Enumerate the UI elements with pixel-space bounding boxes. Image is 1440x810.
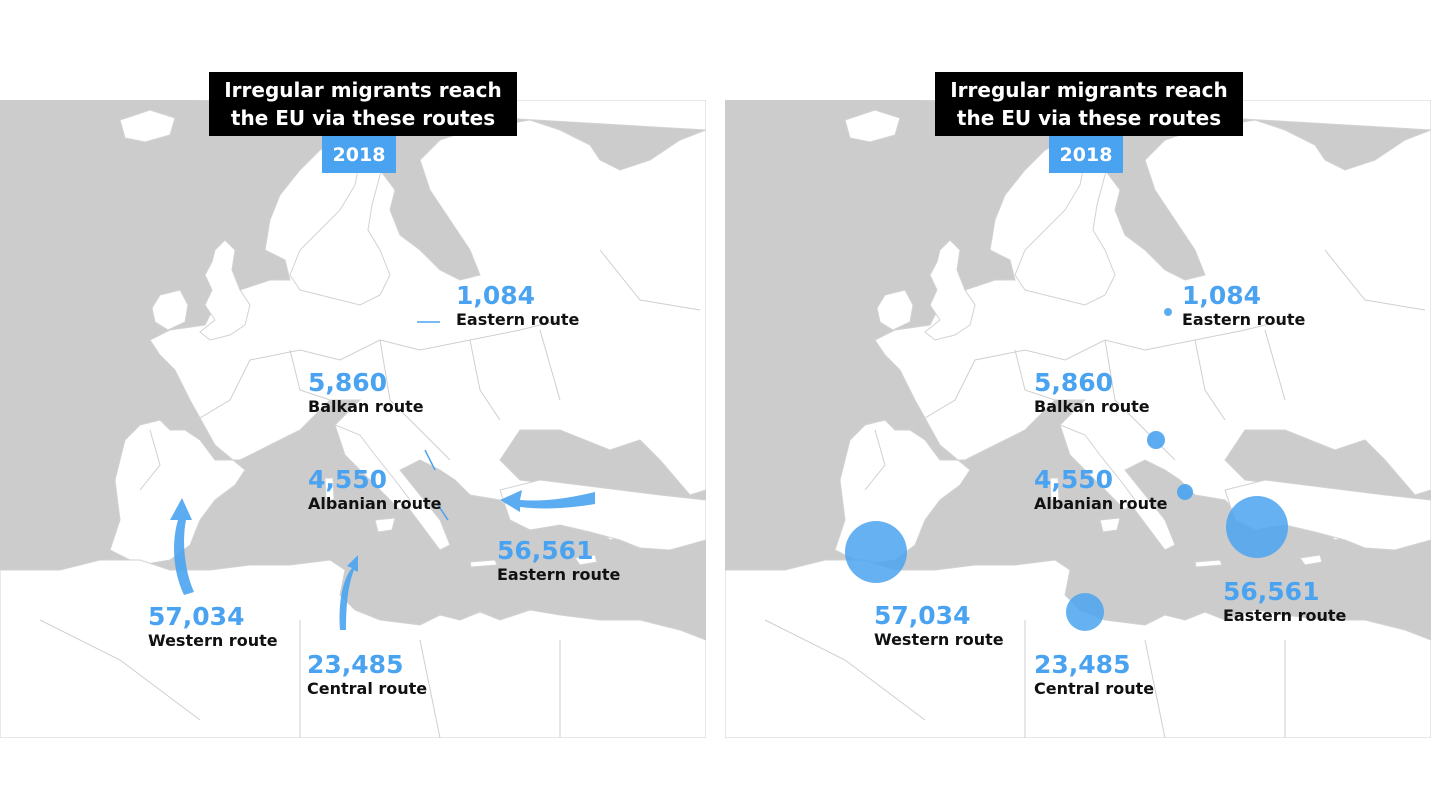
italy bbox=[334, 424, 411, 511]
route-bubbles bbox=[845, 308, 1288, 631]
sicily bbox=[1099, 517, 1121, 533]
route-name: Central route bbox=[307, 679, 428, 698]
year-badge-left: 2018 bbox=[322, 136, 396, 173]
bubble-eastern-route bbox=[1226, 496, 1288, 558]
route-label-eastern-small: 1,084 Eastern route bbox=[1182, 282, 1305, 330]
crete bbox=[469, 559, 498, 568]
title-box-left: Irregular migrants reach the EU via thes… bbox=[209, 72, 517, 136]
map-panel-bubbles bbox=[725, 100, 1431, 738]
central-route-arrow bbox=[339, 555, 358, 630]
route-value: 56,561 bbox=[1223, 577, 1320, 606]
great-britain bbox=[199, 239, 251, 341]
scandinavia bbox=[1014, 129, 1116, 306]
iceland bbox=[119, 109, 176, 143]
route-value: 23,485 bbox=[1034, 650, 1131, 679]
route-label-western: 57,034 Western route bbox=[148, 603, 278, 651]
route-value: 1,084 bbox=[1182, 281, 1262, 310]
title-box-right: Irregular migrants reach the EU via thes… bbox=[935, 72, 1243, 136]
route-name: Western route bbox=[148, 631, 278, 650]
iceland bbox=[844, 109, 901, 143]
balkan-route-arrow bbox=[424, 449, 436, 471]
route-name: Albanian route bbox=[308, 494, 442, 513]
europe-map bbox=[0, 100, 706, 738]
north-africa bbox=[725, 559, 1431, 738]
map-panel-arrows bbox=[0, 100, 706, 738]
route-name: Albanian route bbox=[1034, 494, 1168, 513]
route-label-albanian: 4,550 Albanian route bbox=[1034, 466, 1168, 514]
route-value: 57,034 bbox=[874, 601, 971, 630]
route-value: 23,485 bbox=[307, 650, 404, 679]
route-name: Eastern route bbox=[1223, 606, 1347, 625]
route-label-balkan: 5,860 Balkan route bbox=[308, 369, 424, 417]
country-borders bbox=[39, 249, 701, 738]
bubble-balkan-route bbox=[1147, 431, 1165, 449]
western-route-arrow bbox=[170, 498, 194, 595]
cyprus bbox=[1299, 554, 1323, 566]
europe-map bbox=[725, 100, 1431, 738]
bubble-central-route bbox=[1066, 593, 1104, 631]
route-value: 4,550 bbox=[308, 465, 388, 494]
route-label-balkan: 5,860 Balkan route bbox=[1034, 369, 1150, 417]
route-value: 56,561 bbox=[497, 536, 594, 565]
route-value: 57,034 bbox=[148, 602, 245, 631]
route-label-eastern: 56,561 Eastern route bbox=[497, 537, 620, 585]
route-name: Balkan route bbox=[1034, 397, 1150, 416]
bubble-western-route bbox=[845, 521, 907, 583]
year-badge-right: 2018 bbox=[1049, 136, 1123, 173]
route-name: Central route bbox=[1034, 679, 1155, 698]
great-britain bbox=[924, 239, 976, 341]
route-value: 5,860 bbox=[308, 368, 388, 397]
anatolia bbox=[499, 479, 706, 551]
eastern-route-arrow bbox=[500, 490, 595, 512]
ireland bbox=[876, 289, 914, 331]
route-label-central: 23,485 Central route bbox=[307, 651, 427, 699]
bubble-eastern-route-small bbox=[1164, 308, 1172, 316]
sicily bbox=[374, 517, 396, 533]
route-value: 5,860 bbox=[1034, 368, 1114, 397]
route-value: 1,084 bbox=[456, 281, 536, 310]
route-name: Balkan route bbox=[308, 397, 424, 416]
route-name: Eastern route bbox=[497, 565, 621, 584]
sardinia bbox=[324, 477, 335, 501]
route-label-western: 57,034 Western route bbox=[874, 602, 1004, 650]
route-name: Eastern route bbox=[1182, 310, 1306, 329]
cyprus bbox=[574, 554, 598, 566]
route-label-eastern: 56,561 Eastern route bbox=[1223, 578, 1346, 626]
route-name: Eastern route bbox=[456, 310, 580, 329]
route-label-albanian: 4,550 Albanian route bbox=[308, 466, 442, 514]
route-label-eastern-small: 1,084 Eastern route bbox=[456, 282, 579, 330]
route-value: 4,550 bbox=[1034, 465, 1114, 494]
bubble-albanian-route bbox=[1177, 484, 1193, 500]
italy bbox=[1059, 424, 1136, 511]
ireland bbox=[151, 289, 189, 331]
route-name: Western route bbox=[874, 630, 1004, 649]
route-label-central: 23,485 Central route bbox=[1034, 651, 1154, 699]
route-arrows bbox=[170, 321, 595, 630]
albanian-route-arrow bbox=[437, 504, 449, 521]
scandinavia bbox=[289, 129, 391, 306]
sardinia bbox=[1049, 477, 1060, 501]
crete bbox=[1194, 559, 1223, 568]
